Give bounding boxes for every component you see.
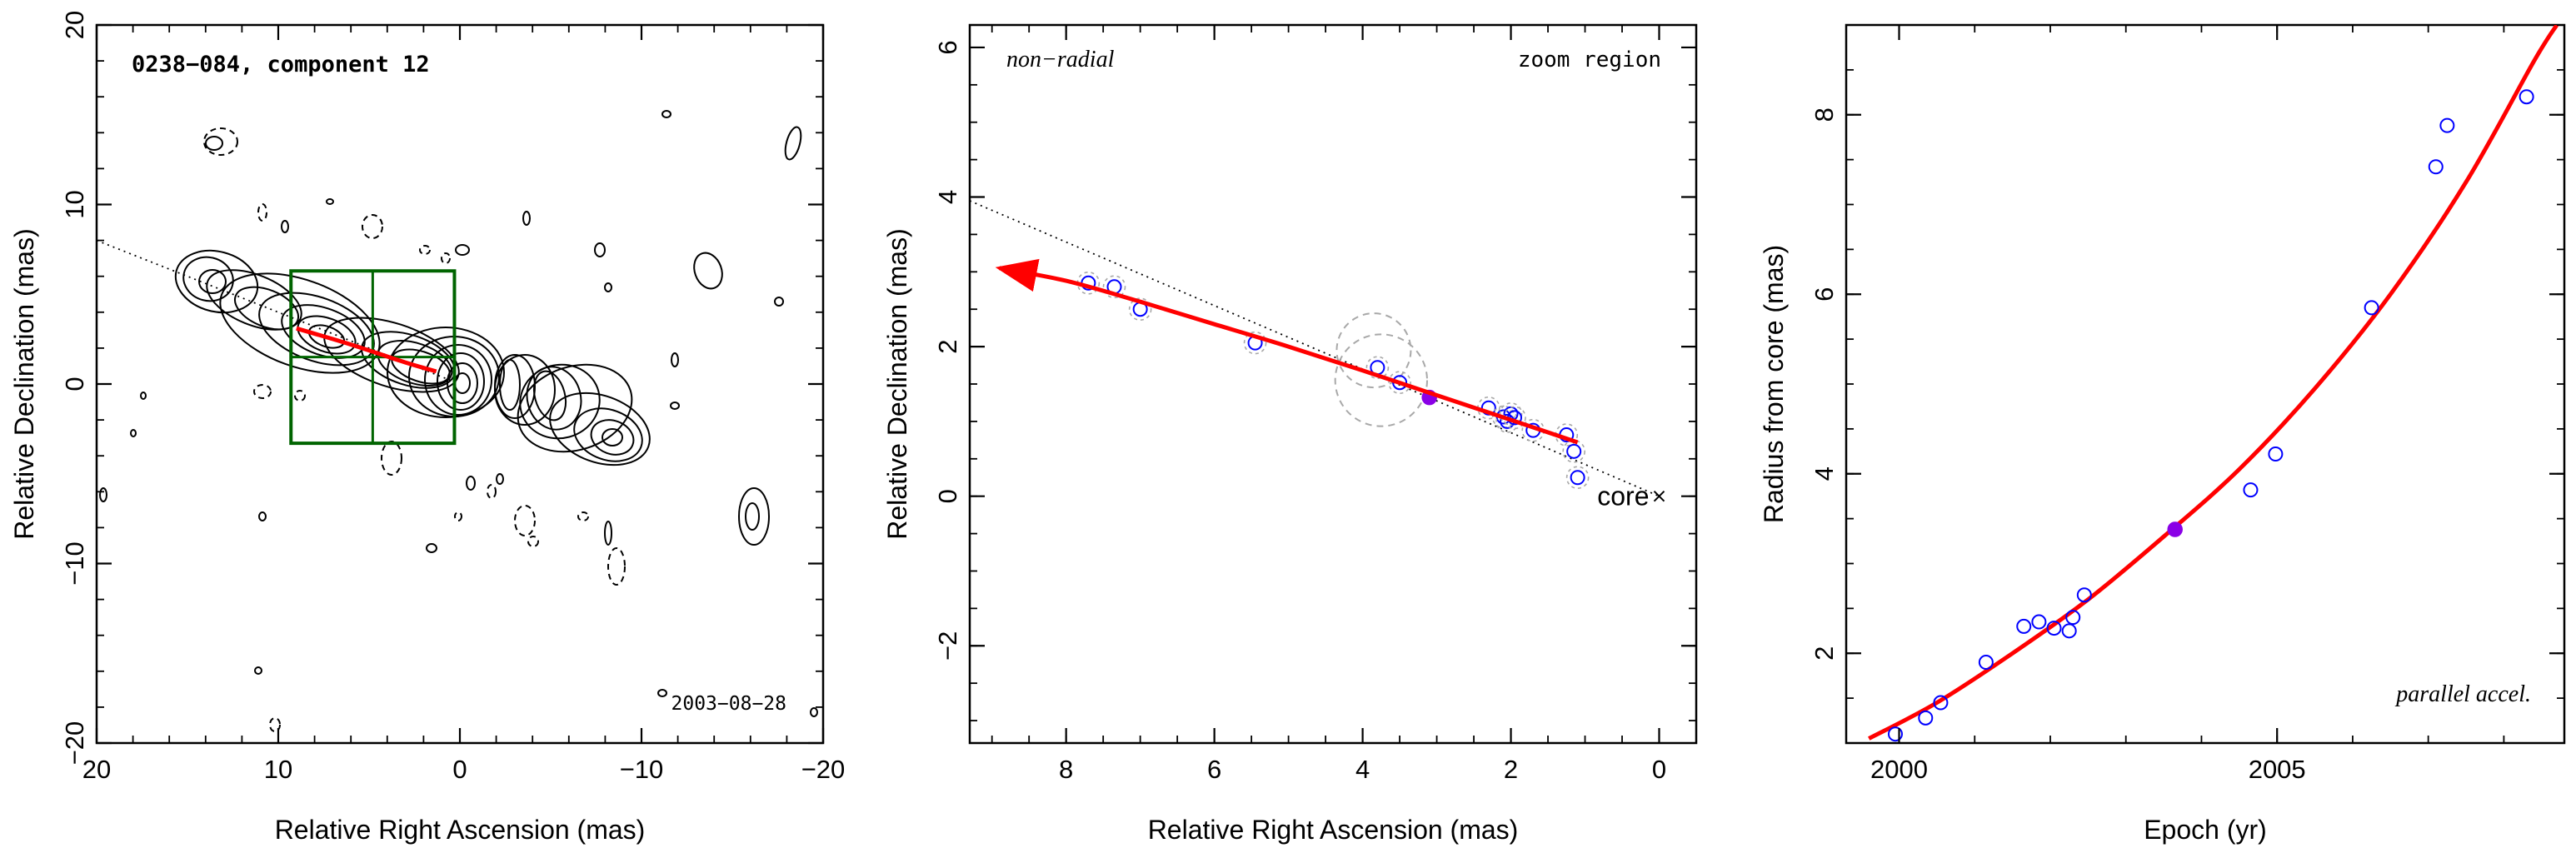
y-tick-label: 6 — [1810, 287, 1839, 302]
point-error-ring — [1388, 371, 1411, 395]
x-tick-label: 4 — [1355, 755, 1370, 784]
highlight-point — [2167, 521, 2183, 537]
point-error-ring — [1102, 275, 1126, 299]
point-error-ring — [1562, 440, 1585, 463]
fit-track — [296, 326, 437, 374]
jet-contours — [99, 110, 818, 717]
y-tick-label: −20 — [60, 721, 89, 766]
y-tick-label: 6 — [933, 40, 962, 54]
x-tick-label: 2000 — [1870, 755, 1928, 784]
contour-layer — [99, 110, 818, 732]
y-tick-label: −2 — [933, 631, 962, 661]
data-point — [1570, 470, 1585, 486]
data-point — [2076, 587, 2092, 603]
point-error-ring — [1365, 356, 1390, 380]
point-error-ring — [1243, 331, 1267, 355]
y-tick-label: 0 — [60, 377, 89, 391]
data-point — [1566, 443, 1582, 459]
acceleration-fit-curve — [1868, 25, 2559, 741]
x-axis-label: Relative Right Ascension (mas) — [275, 815, 646, 845]
y-tick-label: 10 — [60, 190, 89, 218]
data-points — [1887, 89, 2534, 742]
y-axis-label: Relative Declination (mas) — [9, 228, 39, 539]
y-tick-label: 20 — [60, 11, 89, 39]
x-tick-label: −20 — [801, 755, 846, 784]
y-tick-label: 2 — [1810, 646, 1839, 661]
data-point — [2031, 614, 2047, 630]
data-point — [1933, 695, 1949, 711]
data-point — [2061, 623, 2077, 639]
data-point — [2519, 89, 2534, 105]
panel-contour-map: 20 10 0 −10 −20 −20 −10 0 10 20 0238−084, compone… — [9, 11, 845, 845]
y-tick-label: 4 — [1810, 466, 1839, 481]
y-tick-label: 8 — [1810, 107, 1839, 122]
non-radial-label: non−radial — [1006, 47, 1115, 72]
zoom-region-label: zoom region — [1518, 47, 1661, 72]
data-point — [2364, 300, 2379, 316]
core-marker — [1653, 490, 1665, 502]
error-circles — [1334, 312, 1429, 427]
x-tick-label: −10 — [620, 755, 664, 784]
y-tick-label: 2 — [933, 339, 962, 353]
x-tick-label: 20 — [82, 755, 111, 784]
data-point — [2439, 117, 2455, 133]
x-axis-label: Relative Right Ascension (mas) — [1148, 815, 1519, 845]
y-axis-label: Relative Declination (mas) — [882, 228, 912, 539]
point-error-ring — [1491, 405, 1515, 429]
data-point — [2016, 618, 2032, 634]
point-error-ring — [1499, 402, 1523, 426]
component-title: 0238−084, component 12 — [132, 52, 430, 77]
x-tick-label: 10 — [264, 755, 292, 784]
data-point — [1978, 655, 1994, 671]
y-tick-label: 4 — [933, 190, 962, 204]
parallel-accel-label: parallel accel. — [2394, 681, 2531, 707]
axis-ticks: 20 10 0 −10 −20 −20 −10 0 10 20 — [60, 11, 845, 784]
x-tick-label: 2 — [1504, 755, 1518, 784]
plot-frame — [968, 23, 1698, 745]
core-cross — [1653, 490, 1665, 502]
data-point — [2046, 621, 2062, 636]
direction-line — [970, 200, 1660, 497]
data-point — [2243, 482, 2259, 498]
x-axis-label: Epoch (yr) — [2144, 815, 2267, 845]
x-tick-label: 0 — [1652, 755, 1666, 784]
negative-contours — [203, 127, 626, 732]
data-point — [2065, 610, 2081, 626]
point-error-ring — [1565, 466, 1590, 490]
x-tick-label: 0 — [452, 755, 467, 784]
epoch-date-label: 2003−08−28 — [671, 693, 786, 715]
data-point — [2428, 159, 2444, 175]
data-point — [1887, 726, 1903, 742]
error-circle — [1335, 312, 1412, 389]
plot-frame — [1845, 23, 2566, 745]
axis-ticks: 2000 2005 2 4 6 8 — [1810, 24, 2564, 784]
x-tick-label: 2005 — [2249, 755, 2306, 784]
error-circle — [1334, 333, 1429, 427]
y-axis-label: Radius from core (mas) — [1759, 245, 1789, 523]
y-tick-label: −10 — [60, 541, 89, 586]
core-label: core — [1597, 481, 1649, 511]
y-tick-label: 0 — [933, 489, 962, 503]
direction-line — [96, 239, 461, 385]
point-error-ring — [1128, 297, 1152, 322]
x-tick-label: 8 — [1059, 755, 1073, 784]
zoom-box — [289, 269, 457, 446]
fit-trajectory-arrow — [995, 258, 1579, 445]
x-tick-label: 6 — [1207, 755, 1221, 784]
data-point — [2268, 446, 2284, 462]
axis-ticks: 8 6 4 2 0 −2 0 2 4 6 — [933, 25, 1697, 784]
data-point — [1918, 710, 1934, 726]
